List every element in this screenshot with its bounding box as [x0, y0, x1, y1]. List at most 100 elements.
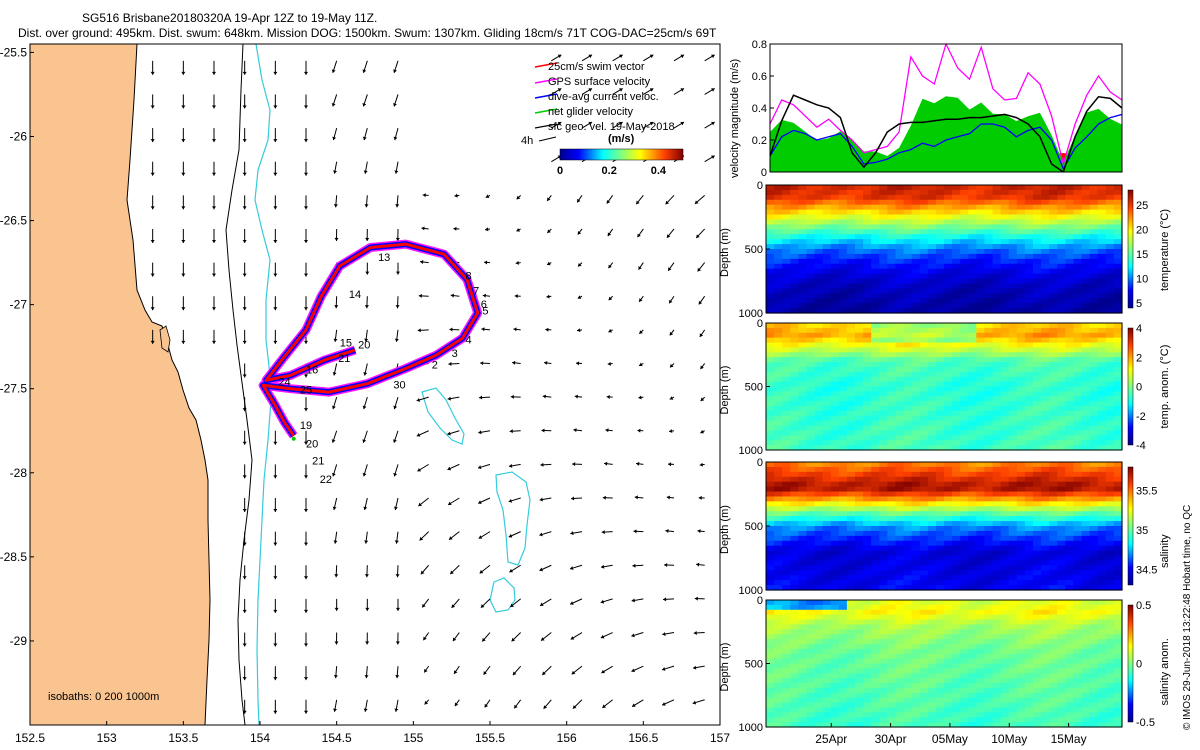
- section-cell: [1033, 545, 1042, 552]
- section-cell: [919, 249, 929, 255]
- section-cell: [1033, 342, 1042, 349]
- section-cell: [984, 687, 994, 694]
- geo-velocity-arrowhead: [420, 259, 424, 264]
- section-cell: [1016, 425, 1026, 432]
- section-cell: [960, 342, 969, 349]
- section-cell: [944, 580, 953, 586]
- section-cell: [927, 323, 937, 329]
- section-cell: [1000, 371, 1010, 378]
- section-cell: [766, 486, 775, 493]
- section-cell: [887, 481, 897, 488]
- section-cell: [790, 435, 799, 441]
- section-cell: [968, 323, 977, 329]
- section-cell: [774, 362, 783, 368]
- section-cell: [871, 466, 880, 473]
- section-cell: [1089, 342, 1099, 349]
- section-cell: [798, 189, 808, 196]
- section-cell: [968, 278, 977, 285]
- section-cell: [1000, 263, 1010, 270]
- section-cell: [927, 580, 937, 586]
- section-cell: [1008, 362, 1018, 368]
- section-cell: [822, 185, 832, 191]
- section-cell: [846, 643, 856, 650]
- section-cell: [1000, 486, 1010, 493]
- section-cell: [1097, 381, 1107, 388]
- section-cell: [798, 381, 808, 388]
- section-cell: [887, 466, 897, 473]
- section-cell: [863, 401, 872, 407]
- section-cell: [1081, 511, 1091, 517]
- section-cell: [806, 189, 816, 196]
- section-cell: [1113, 580, 1123, 586]
- section-cell: [1089, 545, 1099, 552]
- section-cell: [798, 619, 808, 626]
- section-cell: [1024, 347, 1034, 353]
- section-cell: [944, 194, 953, 201]
- section-cell: [806, 268, 816, 275]
- section-cell: [830, 273, 840, 280]
- section-cell: [976, 663, 986, 669]
- section-cell: [806, 707, 816, 713]
- section-cell: [814, 614, 824, 621]
- section-cell: [798, 530, 808, 537]
- section-cell: [846, 268, 856, 275]
- section-cell: [790, 600, 799, 606]
- section-cell: [952, 585, 961, 591]
- section-cell: [766, 535, 775, 542]
- section-cell: [846, 481, 856, 488]
- section-cell: [887, 702, 897, 709]
- section-cell: [1024, 288, 1034, 294]
- section-cell: [798, 278, 808, 285]
- section-cell: [774, 347, 783, 353]
- section-cell: [766, 410, 775, 417]
- section-cell: [1097, 337, 1107, 344]
- section-cell: [1016, 209, 1026, 216]
- section-cell: [992, 239, 1002, 245]
- section-cell: [895, 687, 905, 694]
- section-cell: [798, 663, 808, 669]
- section-cell: [903, 332, 913, 339]
- section-cell: [871, 687, 880, 694]
- section-cell: [863, 629, 872, 635]
- geo-velocity-arrowhead: [364, 674, 369, 679]
- section-cell: [846, 673, 856, 679]
- section-cell: [830, 555, 840, 562]
- section-cell: [838, 653, 848, 660]
- section-cell: [1024, 229, 1034, 235]
- section-cell: [1008, 239, 1018, 245]
- section-cell: [879, 491, 888, 498]
- section-cell: [1033, 347, 1042, 353]
- section-cell: [944, 445, 953, 451]
- section-cell: [863, 653, 872, 660]
- section-cell: [855, 575, 864, 581]
- section-cell: [863, 391, 872, 397]
- section-cell: [976, 435, 986, 441]
- section-cell: [855, 219, 864, 225]
- section-cell: [992, 609, 1002, 616]
- section-cell: [790, 697, 799, 704]
- geo-velocity-arrowhead: [304, 542, 308, 546]
- section-cell: [838, 673, 848, 679]
- section-cell: [1033, 471, 1042, 478]
- section-cell: [1000, 303, 1010, 309]
- section-cell: [838, 619, 848, 626]
- section-cell: [871, 526, 880, 532]
- section-cell: [1000, 337, 1010, 344]
- section-cell: [879, 268, 888, 275]
- section-cell: [782, 219, 791, 225]
- section-cell: [855, 570, 864, 576]
- section-cell: [1008, 288, 1018, 294]
- section-cell: [1089, 268, 1099, 275]
- section-cell: [798, 471, 808, 478]
- legend-label: dive-avg current veloc.: [548, 91, 659, 103]
- section-cell: [1089, 366, 1099, 373]
- section-cell: [1024, 283, 1034, 289]
- section-cell: [822, 386, 832, 392]
- section-cell: [1041, 229, 1050, 235]
- section-cell: [984, 683, 994, 689]
- section-cell: [911, 263, 921, 270]
- section-cell: [1113, 263, 1123, 270]
- section-cell: [919, 194, 929, 201]
- section-cell: [1016, 445, 1026, 451]
- section-cell: [822, 258, 832, 265]
